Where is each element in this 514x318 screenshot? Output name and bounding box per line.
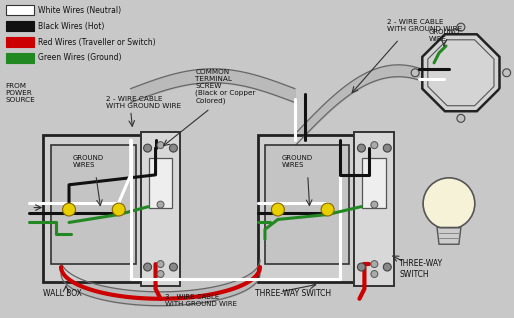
- Polygon shape: [437, 227, 461, 244]
- Text: THREE-WAY SWITCH: THREE-WAY SWITCH: [255, 289, 331, 298]
- Circle shape: [411, 69, 419, 77]
- Circle shape: [157, 201, 164, 208]
- Circle shape: [423, 178, 475, 229]
- Text: 2 - WIRE CABLE
WITH GROUND WIRE: 2 - WIRE CABLE WITH GROUND WIRE: [387, 19, 463, 32]
- Circle shape: [170, 263, 177, 271]
- Bar: [6, 53, 34, 63]
- Circle shape: [112, 203, 125, 216]
- Circle shape: [371, 271, 378, 278]
- Circle shape: [457, 23, 465, 31]
- Text: GROUND
WIRE: GROUND WIRE: [429, 29, 460, 42]
- Circle shape: [63, 203, 76, 216]
- Bar: [51, 145, 136, 264]
- Text: 3 - WIRE CABLE
WITH GROUND WIRE: 3 - WIRE CABLE WITH GROUND WIRE: [166, 294, 237, 307]
- Circle shape: [357, 144, 365, 152]
- Circle shape: [143, 144, 152, 152]
- Circle shape: [157, 271, 164, 278]
- Circle shape: [271, 203, 284, 216]
- Polygon shape: [423, 34, 500, 111]
- Text: COMMON
TERMINAL
SCREW
(Black or Copper
Colored): COMMON TERMINAL SCREW (Black or Copper C…: [195, 69, 256, 104]
- Circle shape: [157, 261, 164, 267]
- Circle shape: [357, 263, 365, 271]
- Circle shape: [170, 144, 177, 152]
- Bar: [265, 145, 350, 264]
- Text: Red Wires (Traveller or Switch): Red Wires (Traveller or Switch): [38, 38, 156, 46]
- Text: Black Wires (Hot): Black Wires (Hot): [38, 22, 104, 31]
- Text: FROM
POWER
SOURCE: FROM POWER SOURCE: [5, 83, 35, 103]
- Circle shape: [371, 142, 378, 149]
- Circle shape: [457, 114, 465, 122]
- Circle shape: [143, 263, 152, 271]
- Circle shape: [383, 144, 391, 152]
- Text: THREE-WAY
SWITCH: THREE-WAY SWITCH: [399, 259, 444, 279]
- Circle shape: [321, 203, 334, 216]
- Bar: [362, 158, 387, 208]
- Bar: [149, 158, 173, 208]
- Text: GROUND
WIRES: GROUND WIRES: [73, 155, 104, 168]
- Bar: [258, 135, 372, 282]
- Text: WALL BOX: WALL BOX: [43, 289, 82, 298]
- Text: GROUND
WIRES: GROUND WIRES: [282, 155, 313, 168]
- Bar: [141, 132, 180, 286]
- Bar: [43, 135, 157, 282]
- Text: Green Wires (Ground): Green Wires (Ground): [38, 53, 122, 62]
- Circle shape: [503, 69, 510, 77]
- Bar: [6, 5, 34, 15]
- Bar: [6, 37, 34, 47]
- Text: 2 - WIRE CABLE
WITH GROUND WIRE: 2 - WIRE CABLE WITH GROUND WIRE: [106, 96, 181, 108]
- Bar: [6, 21, 34, 31]
- Circle shape: [371, 201, 378, 208]
- Bar: [355, 132, 394, 286]
- Text: White Wires (Neutral): White Wires (Neutral): [38, 6, 121, 15]
- Circle shape: [383, 263, 391, 271]
- Circle shape: [157, 142, 164, 149]
- Circle shape: [371, 261, 378, 267]
